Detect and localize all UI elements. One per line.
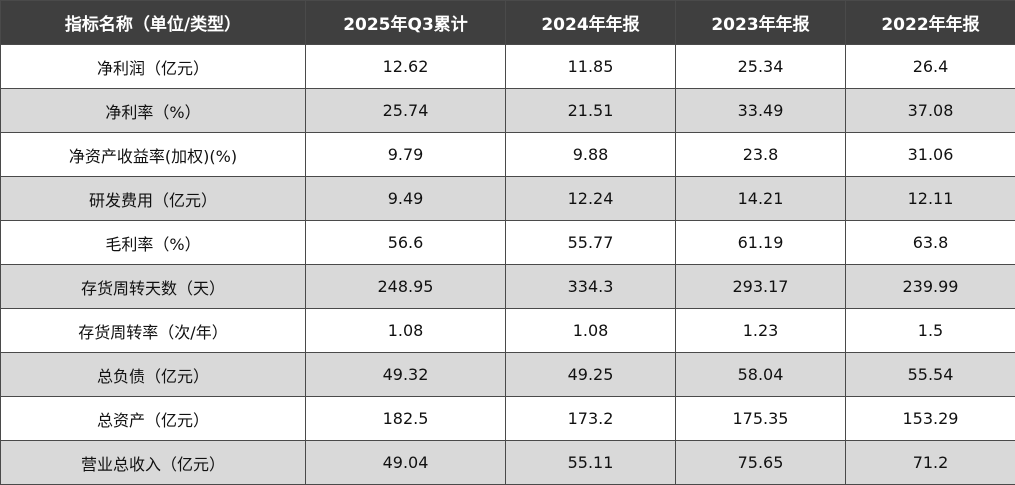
value-cell: 55.54: [846, 353, 1015, 397]
row-label: 存货周转天数（天）: [1, 265, 306, 309]
value-cell: 153.29: [846, 397, 1015, 441]
row-label: 存货周转率（次/年）: [1, 309, 306, 353]
value-cell: 75.65: [676, 441, 846, 485]
value-cell: 11.85: [506, 45, 676, 89]
value-cell: 23.8: [676, 133, 846, 177]
header-cell: 2023年年报: [676, 1, 846, 45]
value-cell: 58.04: [676, 353, 846, 397]
value-cell: 21.51: [506, 89, 676, 133]
value-cell: 56.6: [306, 221, 506, 265]
row-label: 总负债（亿元）: [1, 353, 306, 397]
value-cell: 1.23: [676, 309, 846, 353]
value-cell: 63.8: [846, 221, 1015, 265]
value-cell: 173.2: [506, 397, 676, 441]
row-label: 净利润（亿元）: [1, 45, 306, 89]
row-label: 研发费用（亿元）: [1, 177, 306, 221]
value-cell: 33.49: [676, 89, 846, 133]
value-cell: 293.17: [676, 265, 846, 309]
value-cell: 61.19: [676, 221, 846, 265]
row-label: 净利率（%）: [1, 89, 306, 133]
value-cell: 49.25: [506, 353, 676, 397]
value-cell: 71.2: [846, 441, 1015, 485]
value-cell: 239.99: [846, 265, 1015, 309]
value-cell: 12.11: [846, 177, 1015, 221]
value-cell: 1.5: [846, 309, 1015, 353]
value-cell: 55.11: [506, 441, 676, 485]
value-cell: 334.3: [506, 265, 676, 309]
value-cell: 49.32: [306, 353, 506, 397]
value-cell: 49.04: [306, 441, 506, 485]
value-cell: 9.79: [306, 133, 506, 177]
value-cell: 12.62: [306, 45, 506, 89]
value-cell: 37.08: [846, 89, 1015, 133]
value-cell: 26.4: [846, 45, 1015, 89]
value-cell: 25.74: [306, 89, 506, 133]
value-cell: 1.08: [506, 309, 676, 353]
header-cell: 2024年年报: [506, 1, 676, 45]
row-label: 净资产收益率(加权)(%): [1, 133, 306, 177]
value-cell: 31.06: [846, 133, 1015, 177]
row-label: 毛利率（%）: [1, 221, 306, 265]
row-label: 营业总收入（亿元）: [1, 441, 306, 485]
header-cell: 指标名称（单位/类型）: [1, 1, 306, 45]
header-cell: 2025年Q3累计: [306, 1, 506, 45]
value-cell: 25.34: [676, 45, 846, 89]
value-cell: 182.5: [306, 397, 506, 441]
value-cell: 12.24: [506, 177, 676, 221]
value-cell: 175.35: [676, 397, 846, 441]
value-cell: 9.88: [506, 133, 676, 177]
value-cell: 1.08: [306, 309, 506, 353]
header-cell: 2022年年报: [846, 1, 1015, 45]
value-cell: 55.77: [506, 221, 676, 265]
value-cell: 248.95: [306, 265, 506, 309]
row-label: 总资产（亿元）: [1, 397, 306, 441]
value-cell: 9.49: [306, 177, 506, 221]
value-cell: 14.21: [676, 177, 846, 221]
